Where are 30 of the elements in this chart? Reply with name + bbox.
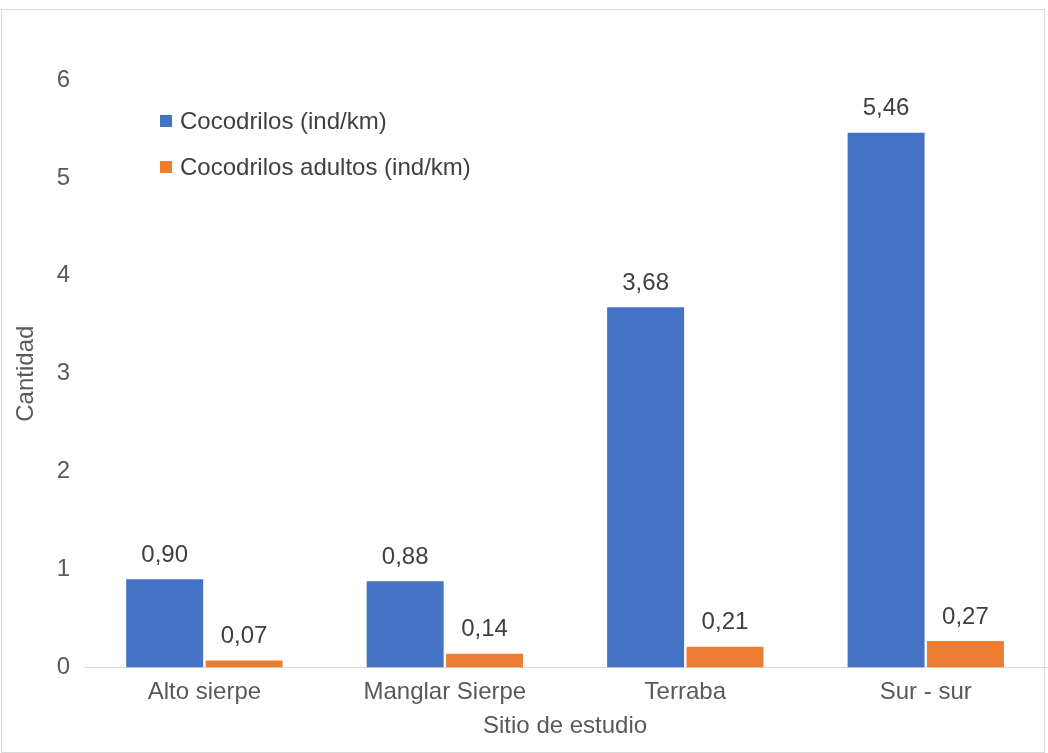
data-label: 0,07 xyxy=(220,621,268,649)
y-tick-label: 1 xyxy=(56,554,71,582)
bar xyxy=(366,581,444,668)
y-tick-label: 6 xyxy=(56,64,71,92)
data-label: 0,88 xyxy=(381,541,429,569)
bar xyxy=(607,307,685,668)
y-tick-label: 4 xyxy=(56,260,71,288)
bar xyxy=(446,653,524,668)
y-axis-title: Cantidad xyxy=(11,325,39,422)
data-label: 3,68 xyxy=(622,267,669,295)
data-label: 0,14 xyxy=(461,614,508,642)
x-tick-label: Sur - sur xyxy=(879,677,972,705)
y-tick-label: 5 xyxy=(56,162,71,190)
bar xyxy=(847,132,925,668)
data-label: 0,27 xyxy=(942,601,989,629)
legend-label: Cocodrilos (ind/km) xyxy=(180,107,387,135)
x-axis-title: Sitio de estudio xyxy=(483,711,648,739)
y-tick-label: 3 xyxy=(56,358,71,386)
legend-label: Cocodrilos adultos (ind/km) xyxy=(180,153,471,181)
data-label: 0,90 xyxy=(141,539,189,567)
x-tick-label: Manglar Sierpe xyxy=(363,677,527,705)
x-tick-label: Terraba xyxy=(644,677,727,705)
y-tick-label: 2 xyxy=(56,456,71,484)
bar xyxy=(686,646,764,668)
bar xyxy=(926,640,1004,668)
bar xyxy=(126,579,204,668)
x-tick-label: Alto sierpe xyxy=(147,677,262,705)
data-label: 0,21 xyxy=(701,607,749,635)
y-tick-label: 0 xyxy=(56,652,71,680)
data-label: 5,46 xyxy=(862,93,910,121)
